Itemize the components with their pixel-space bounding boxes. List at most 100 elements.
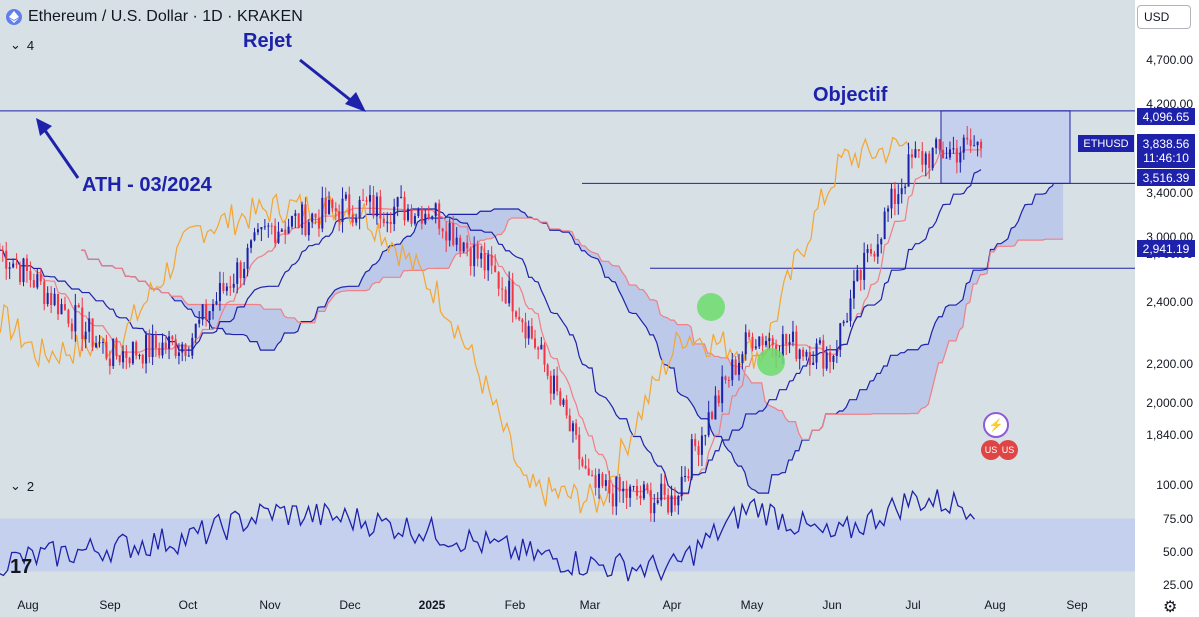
candle-body (764, 341, 768, 346)
candle-body (46, 293, 49, 305)
candle-body (43, 281, 46, 305)
candle-body (781, 334, 784, 357)
candle-body (731, 359, 734, 381)
candle-body (321, 197, 324, 229)
candle-body (236, 262, 239, 284)
candle-body (734, 359, 737, 375)
candle-body (334, 208, 337, 212)
candle-body (530, 326, 533, 339)
candle-body (434, 203, 437, 217)
candle-body (63, 304, 66, 310)
candle-body (84, 331, 87, 340)
candle-body (324, 197, 327, 215)
us-flag-icon[interactable]: US (981, 440, 1001, 460)
candle-body (795, 331, 798, 359)
candle-body (921, 151, 924, 165)
cloud-span-a (81, 169, 1064, 494)
time-tick: Sep (1066, 598, 1088, 612)
candle-body (680, 476, 683, 496)
candle-body (863, 252, 866, 280)
candle-body (859, 270, 862, 280)
candle-body (945, 157, 948, 159)
price-tick: 4,700.00 (1146, 53, 1193, 67)
candle-body (410, 208, 413, 224)
candle-body (540, 344, 543, 350)
candle-body (822, 340, 825, 369)
candle-body (667, 495, 670, 513)
candle-body (39, 274, 42, 282)
symbol-header[interactable]: Ethereum / U.S. Dollar · 1D · KRAKEN (6, 6, 303, 28)
candle-body (904, 186, 907, 189)
annotation-arrow-ath (40, 125, 80, 179)
candle-body (935, 139, 938, 149)
chevron-down-icon: ⌄ (10, 37, 21, 52)
candle-body (629, 486, 632, 498)
bar-countdown: 11:46:10 (1143, 151, 1189, 165)
candle-body (438, 203, 441, 229)
candle-body (77, 305, 80, 308)
candle-body (724, 376, 727, 380)
candle-body (222, 283, 225, 291)
candle-body (88, 318, 91, 332)
osc-pane-toggle[interactable]: ⌄ 2 (10, 478, 34, 494)
us-flag-icon[interactable]: US (998, 440, 1018, 460)
time-tick: Aug (984, 598, 1006, 612)
symbol-title: Ethereum / U.S. Dollar · 1D · KRAKEN (28, 8, 303, 25)
gear-icon[interactable]: ⚙ (1163, 599, 1178, 616)
price-tick: 3,400.00 (1146, 186, 1193, 200)
candle-body (304, 204, 307, 236)
candle-body (191, 337, 194, 356)
candle-body (785, 334, 788, 345)
candle-body (208, 311, 211, 321)
candle-body (379, 196, 382, 219)
time-tick: 2025 (418, 598, 446, 612)
candle-body (980, 141, 983, 149)
candle-body (60, 304, 63, 315)
candle-body (294, 213, 297, 216)
candle-body (473, 244, 476, 267)
candle-body (938, 139, 941, 150)
ethereum-icon (6, 9, 22, 25)
candle-body (758, 336, 761, 347)
candle-body (508, 280, 511, 304)
candle-body (225, 286, 228, 291)
candle-body (365, 200, 368, 202)
candle-body (256, 229, 259, 233)
candle-body (869, 249, 873, 254)
candle-body (115, 338, 118, 356)
symbol-tag: ETHUSD (1078, 135, 1134, 152)
candle-body (427, 213, 430, 219)
price-pane-toggle[interactable]: ⌄ 4 (10, 37, 34, 53)
candle-body (897, 194, 900, 205)
candle-body (205, 304, 208, 321)
candle-body (406, 208, 410, 221)
candle-body (562, 399, 565, 405)
price-pane-count: 4 (26, 37, 35, 53)
candle-body (893, 188, 896, 205)
time-tick: Oct (178, 598, 198, 612)
candle-body (707, 412, 710, 436)
candle-body (521, 319, 524, 323)
lightning-icon[interactable]: ⚡ (983, 412, 1009, 438)
candle-body (568, 415, 571, 432)
candle-body (768, 338, 771, 342)
candle-body (32, 280, 35, 288)
candle-body (448, 223, 451, 241)
candle-body (311, 213, 314, 223)
candle-body (57, 293, 60, 315)
candle-body (487, 254, 490, 271)
price-tick: 4,200.00 (1146, 97, 1193, 111)
candle-body (646, 484, 649, 491)
candle-body (649, 490, 652, 514)
candle-body (721, 376, 724, 404)
candle-body (174, 339, 177, 356)
candle-body (396, 197, 399, 207)
currency-select[interactable]: USD (1137, 5, 1191, 29)
candle-body (952, 148, 955, 150)
candle-body (36, 274, 39, 288)
candle-body (615, 477, 618, 507)
candle-body (375, 196, 378, 217)
tradingview-logo[interactable]: 17 (10, 556, 33, 578)
candle-body (546, 364, 549, 376)
